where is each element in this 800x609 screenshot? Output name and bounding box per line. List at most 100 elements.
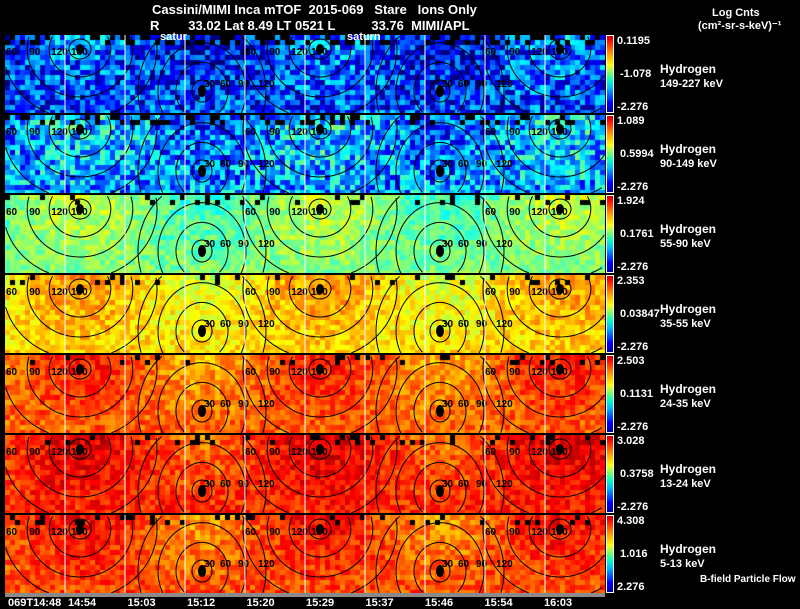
contour-label: 120 — [531, 287, 548, 298]
contour-label: 60 — [220, 319, 232, 330]
contour-line — [548, 278, 572, 300]
contour-label: 120 — [51, 47, 68, 58]
contour-label: 60 — [245, 367, 257, 378]
plot-subtitle: R 33.02 Lat 8.49 LT 0521 L 33.76 MIMI/AP… — [150, 18, 470, 33]
contour-label: 90 — [269, 367, 281, 378]
species-name: Hydrogen — [660, 62, 717, 76]
field-direction-dot — [198, 165, 206, 177]
contour-label: 90 — [269, 447, 281, 458]
contour-label: 90 — [238, 399, 250, 410]
field-antidirection-dot — [556, 44, 564, 54]
time-axis-bar — [5, 593, 605, 597]
contour-line — [175, 301, 229, 353]
contour-label: 60 — [485, 287, 497, 298]
contour-line — [175, 61, 229, 113]
species-label: Hydrogen 5-13 keV — [660, 542, 716, 572]
colorbar-mid-label: 0.5994 — [620, 148, 654, 160]
contour-label: 60 — [458, 399, 470, 410]
contour-line — [191, 399, 213, 423]
field-antidirection-dot — [316, 284, 324, 294]
contour-label: 60 — [245, 287, 257, 298]
contour-label: 60 — [485, 367, 497, 378]
contour-line — [413, 301, 467, 353]
contour-label: 30 — [442, 479, 454, 490]
contour-label: 120 — [291, 367, 308, 378]
contour-line — [506, 436, 605, 498]
x-tick-label: 15:29 — [306, 597, 335, 609]
contour-line — [191, 79, 213, 103]
species-label: Hydrogen 55-90 keV — [660, 222, 716, 252]
energy-range: 55-90 keV — [660, 238, 711, 250]
contour-label: 90 — [269, 47, 281, 58]
contour-label: 90 — [238, 79, 250, 90]
contour-line — [68, 358, 92, 380]
contour-label: 30 — [442, 159, 454, 170]
contour-line — [375, 355, 505, 433]
field-antidirection-dot — [76, 284, 84, 294]
contour-line — [429, 319, 451, 343]
contour-line — [5, 37, 158, 113]
x-tick-label: 15:37 — [365, 597, 394, 609]
contour-label: 90 — [29, 447, 41, 458]
plot-title: Cassini/MIMI Inca mTOF 2015-069 Stare Io… — [152, 2, 477, 17]
x-tick-label: 14:54 — [68, 597, 97, 609]
colorbar-mid-label: 0.3758 — [620, 468, 654, 480]
colorbar — [606, 195, 614, 273]
contour-label: 90 — [509, 367, 521, 378]
field-antidirection-dot — [556, 284, 564, 294]
contour-line — [288, 116, 352, 158]
contour-label: 90 — [238, 319, 250, 330]
contour-label: 60 — [220, 239, 232, 250]
field-direction-dot — [198, 405, 206, 417]
colorbar-min-label: -2.276 — [617, 421, 649, 433]
contour-line — [506, 116, 605, 178]
contour-label: 120 — [291, 207, 308, 218]
contour-label: 120 — [496, 399, 513, 410]
colorbar-max-label: 3.028 — [617, 435, 645, 447]
contour-line — [191, 479, 213, 503]
contour-line — [191, 239, 213, 263]
contour-label: 30 — [442, 319, 454, 330]
contour-line — [137, 195, 267, 273]
contour-label: 60 — [6, 47, 18, 58]
colorbar-min-label: -2.276 — [617, 261, 649, 273]
contour-line — [506, 356, 605, 418]
field-direction-dot — [436, 245, 444, 257]
contour-line — [482, 277, 603, 353]
contour-line — [375, 195, 505, 273]
contour-line — [68, 438, 92, 460]
contour-label: 60 — [458, 159, 470, 170]
contour-label: 60 — [220, 479, 232, 490]
contour-line — [429, 79, 451, 103]
contour-label: 60 — [485, 207, 497, 218]
contour-label: 120 — [496, 559, 513, 570]
field-direction-dot — [436, 325, 444, 337]
colorbar — [606, 35, 614, 113]
contour-label: 90 — [476, 159, 488, 170]
contour-line — [68, 198, 92, 220]
colorbar-mid-label: 0.03847 — [620, 308, 660, 320]
contour-line — [175, 141, 229, 193]
x-tick-label: 15:12 — [187, 597, 216, 609]
contour-line — [548, 438, 572, 460]
contour-line — [395, 522, 485, 593]
field-antidirection-dot — [316, 44, 324, 54]
x-tick-label: 15:54 — [484, 597, 513, 609]
contour-label: 120 — [531, 127, 548, 138]
contour-line — [429, 399, 451, 423]
contour-line — [482, 117, 603, 193]
contour-line — [68, 118, 92, 140]
contour-line — [482, 197, 603, 273]
contour-line — [5, 197, 158, 273]
energy-range: 35-55 keV — [660, 318, 711, 330]
species-name: Hydrogen — [660, 142, 717, 156]
contour-line — [506, 276, 605, 338]
contour-label: 120 — [51, 527, 68, 538]
marker-label-left: satur — [160, 31, 187, 43]
contour-line — [413, 461, 467, 513]
contour-label: 90 — [509, 207, 521, 218]
contour-line — [48, 436, 112, 478]
contour-line — [5, 517, 158, 593]
heatmap-panel: 1801209060180120906018012090603060901203… — [5, 195, 605, 273]
species-name: Hydrogen — [660, 462, 717, 476]
